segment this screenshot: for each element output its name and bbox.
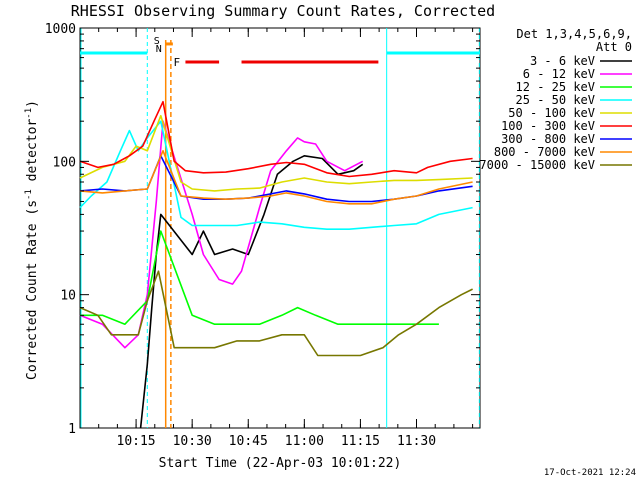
series-line-2 (80, 230, 439, 326)
series-line-7 (79, 150, 473, 205)
series-line-0 (139, 155, 364, 429)
series-line-8 (79, 270, 473, 357)
night-label: N (156, 44, 162, 55)
x-axis-label: Start Time (22-Apr-03 10:01:22) (159, 456, 402, 471)
y-tick-label-2: 100 (53, 155, 76, 170)
series-line-1 (79, 120, 364, 349)
plot-frame (79, 27, 481, 429)
observing-markers: SNF (80, 28, 480, 428)
legend-label-6: 300 - 800 keV (501, 132, 595, 146)
y-tick-label-3: 1000 (45, 22, 76, 37)
saa-label: S (154, 36, 160, 47)
legend-label-2: 12 - 25 keV (516, 80, 595, 94)
legend-label-3: 25 - 50 keV (516, 93, 595, 107)
legend-label-8: 7000 - 15000 keV (479, 158, 595, 172)
x-tick-label-3: 11:00 (285, 434, 324, 449)
flare-label: F (173, 56, 180, 69)
y-tick-label-1: 10 (60, 289, 76, 304)
chart-title: RHESSI Observing Summary Count Rates, Co… (71, 2, 495, 20)
x-tick-label-4: 11:15 (341, 434, 380, 449)
legend-header-line-2: Att 0 (596, 40, 632, 54)
x-tick-label-5: 11:30 (397, 434, 436, 449)
x-tick-label-2: 10:45 (229, 434, 268, 449)
series-line-3 (79, 120, 473, 230)
legend-label-4: 50 - 100 keV (508, 106, 595, 120)
timestamp: 17-Oct-2021 12:24 (544, 468, 636, 478)
legend-label-1: 6 - 12 keV (523, 67, 595, 81)
series-line-4 (79, 114, 473, 192)
legend-label-0: 3 - 6 keV (530, 54, 595, 68)
legend-header-line-1: Det 1,3,4,5,6,9, (516, 27, 632, 41)
legend-label-5: 100 - 300 keV (501, 119, 595, 133)
series-line-5 (79, 100, 473, 178)
legend-label-7: 800 - 7000 keV (494, 145, 595, 159)
series-group (79, 100, 473, 429)
y-axis-label: Corrected Count Rate (s-1 detector-1) (24, 100, 40, 380)
x-tick-label-1: 10:30 (173, 434, 212, 449)
y-tick-label-0: 1 (68, 422, 76, 437)
x-tick-label-0: 10:15 (117, 434, 156, 449)
